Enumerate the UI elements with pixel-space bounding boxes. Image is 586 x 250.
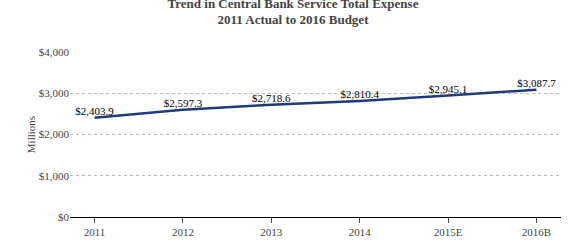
svg-text:$0: $0 [58, 211, 70, 223]
svg-text:2016B: 2016B [522, 226, 551, 238]
svg-text:Trend in Central Bank Service: Trend in Central Bank Service Total Expe… [168, 0, 419, 27]
svg-text:$2,000: $2,000 [39, 128, 70, 140]
svg-text:$2,597.3: $2,597.3 [164, 97, 203, 109]
svg-text:$4,000: $4,000 [39, 46, 70, 58]
svg-text:2013: 2013 [260, 226, 283, 238]
svg-text:2015E: 2015E [434, 226, 463, 238]
svg-text:2012: 2012 [172, 226, 194, 238]
svg-text:Millions: Millions [25, 116, 37, 153]
svg-text:2011: 2011 [84, 226, 106, 238]
svg-text:$3,087.7: $3,087.7 [517, 77, 556, 89]
svg-text:2014: 2014 [349, 226, 372, 238]
svg-text:$2,810.4: $2,810.4 [340, 88, 379, 100]
svg-text:$2,403.9: $2,403.9 [75, 105, 114, 117]
svg-text:$1,000: $1,000 [39, 170, 70, 182]
svg-text:$2,718.6: $2,718.6 [252, 92, 291, 104]
svg-text:$3,000: $3,000 [39, 87, 70, 99]
svg-text:$2,945.1: $2,945.1 [429, 83, 468, 95]
